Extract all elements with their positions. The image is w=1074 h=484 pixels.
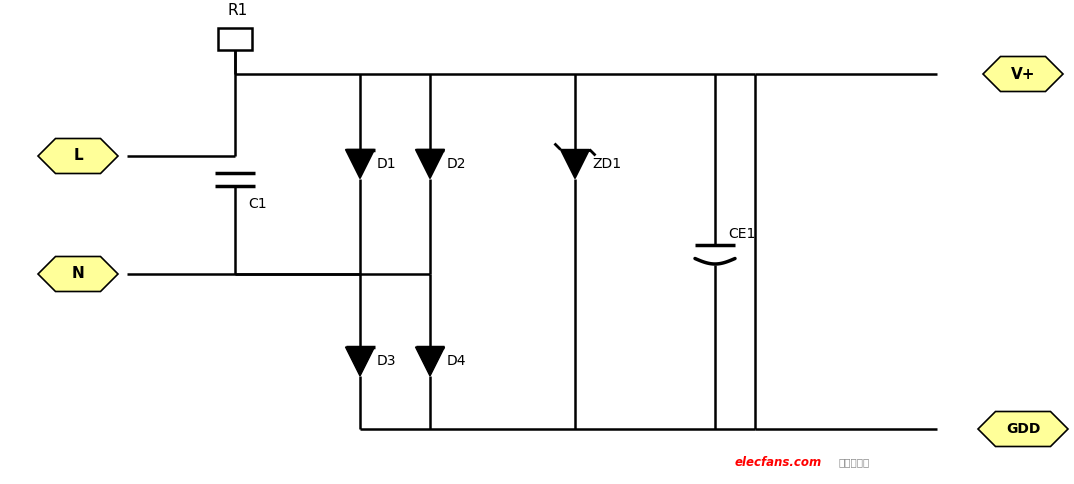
Polygon shape — [346, 150, 375, 179]
Polygon shape — [561, 150, 590, 179]
Polygon shape — [416, 150, 445, 179]
Text: CE1: CE1 — [728, 227, 755, 242]
Polygon shape — [38, 138, 118, 173]
Polygon shape — [983, 57, 1063, 91]
Text: D4: D4 — [447, 354, 466, 368]
Text: R1: R1 — [228, 3, 248, 18]
Text: GDD: GDD — [1006, 422, 1041, 436]
Text: elecfans.com: elecfans.com — [735, 455, 823, 469]
Text: 电子发烧友: 电子发烧友 — [838, 457, 869, 467]
Polygon shape — [978, 411, 1068, 447]
Bar — [218, 28, 252, 50]
Text: D1: D1 — [377, 157, 396, 171]
Polygon shape — [38, 257, 118, 291]
Text: ZD1: ZD1 — [592, 157, 621, 171]
Text: D3: D3 — [377, 354, 396, 368]
Text: L: L — [73, 149, 83, 164]
Text: V+: V+ — [1011, 66, 1035, 81]
Polygon shape — [346, 347, 375, 376]
Text: N: N — [72, 267, 85, 282]
Text: D2: D2 — [447, 157, 466, 171]
Text: C1: C1 — [248, 197, 266, 212]
Polygon shape — [416, 347, 445, 376]
